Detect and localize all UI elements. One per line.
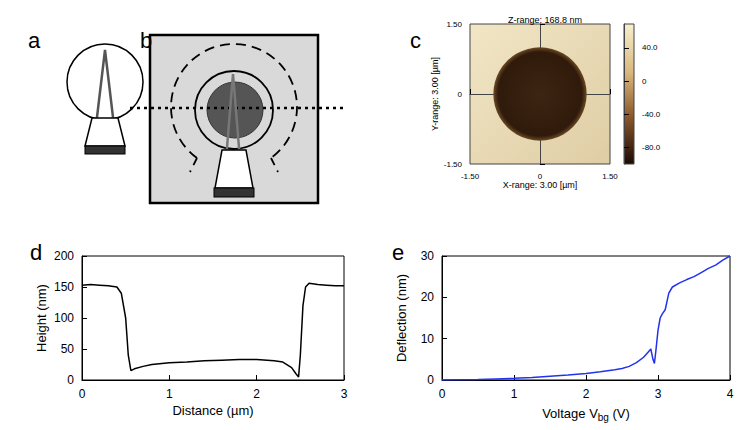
- svg-text:-1.50: -1.50: [444, 160, 463, 169]
- svg-text:0: 0: [458, 90, 463, 99]
- svg-text:(V): (V): [609, 406, 630, 421]
- svg-text:1.50: 1.50: [446, 20, 462, 29]
- svg-text:0: 0: [642, 77, 647, 86]
- svg-text:4: 4: [727, 387, 734, 401]
- svg-text:Distance (µm): Distance (µm): [172, 403, 253, 418]
- svg-text:2: 2: [583, 387, 590, 401]
- html-text:b: b: [140, 28, 153, 53]
- svg-text:0: 0: [439, 387, 446, 401]
- svg-text:Y-range: 3.00 [µm]: Y-range: 3.00 [µm]: [430, 57, 440, 131]
- svg-text:Voltage V: Voltage V: [542, 406, 598, 421]
- svg-text:Deflection (nm): Deflection (nm): [394, 274, 409, 362]
- svg-text:1.50: 1.50: [602, 172, 618, 181]
- svg-text:0: 0: [79, 387, 86, 401]
- svg-text:10: 10: [421, 332, 435, 346]
- html-text:d: d: [30, 240, 43, 265]
- svg-text:-40.0: -40.0: [642, 110, 661, 119]
- svg-text:-1.50: -1.50: [461, 172, 480, 181]
- html-text:a: a: [28, 28, 41, 53]
- svg-text:150: 150: [54, 280, 74, 294]
- svg-text:Height (nm): Height (nm): [34, 284, 49, 352]
- svg-text:20: 20: [421, 290, 435, 304]
- svg-text:100: 100: [54, 311, 74, 325]
- svg-text:-80.0: -80.0: [642, 143, 661, 152]
- svg-text:1: 1: [166, 387, 173, 401]
- svg-text:2: 2: [253, 387, 260, 401]
- svg-text:bg: bg: [598, 412, 609, 423]
- svg-text:0: 0: [67, 373, 74, 387]
- svg-text:200: 200: [54, 249, 74, 263]
- svg-text:X-range: 3.00 [µm]: X-range: 3.00 [µm]: [503, 180, 578, 190]
- svg-text:1: 1: [511, 387, 518, 401]
- html-text:e: e: [392, 240, 405, 265]
- svg-text:Z-range: 168.8 nm: Z-range: 168.8 nm: [508, 15, 582, 25]
- svg-text:3: 3: [655, 387, 662, 401]
- svg-text:30: 30: [421, 249, 435, 263]
- svg-text:50: 50: [61, 342, 75, 356]
- html-text:c: c: [410, 28, 421, 53]
- svg-text:0: 0: [538, 172, 543, 181]
- svg-text:0: 0: [427, 373, 434, 387]
- svg-text:40.0: 40.0: [642, 43, 658, 52]
- svg-text:3: 3: [341, 387, 348, 401]
